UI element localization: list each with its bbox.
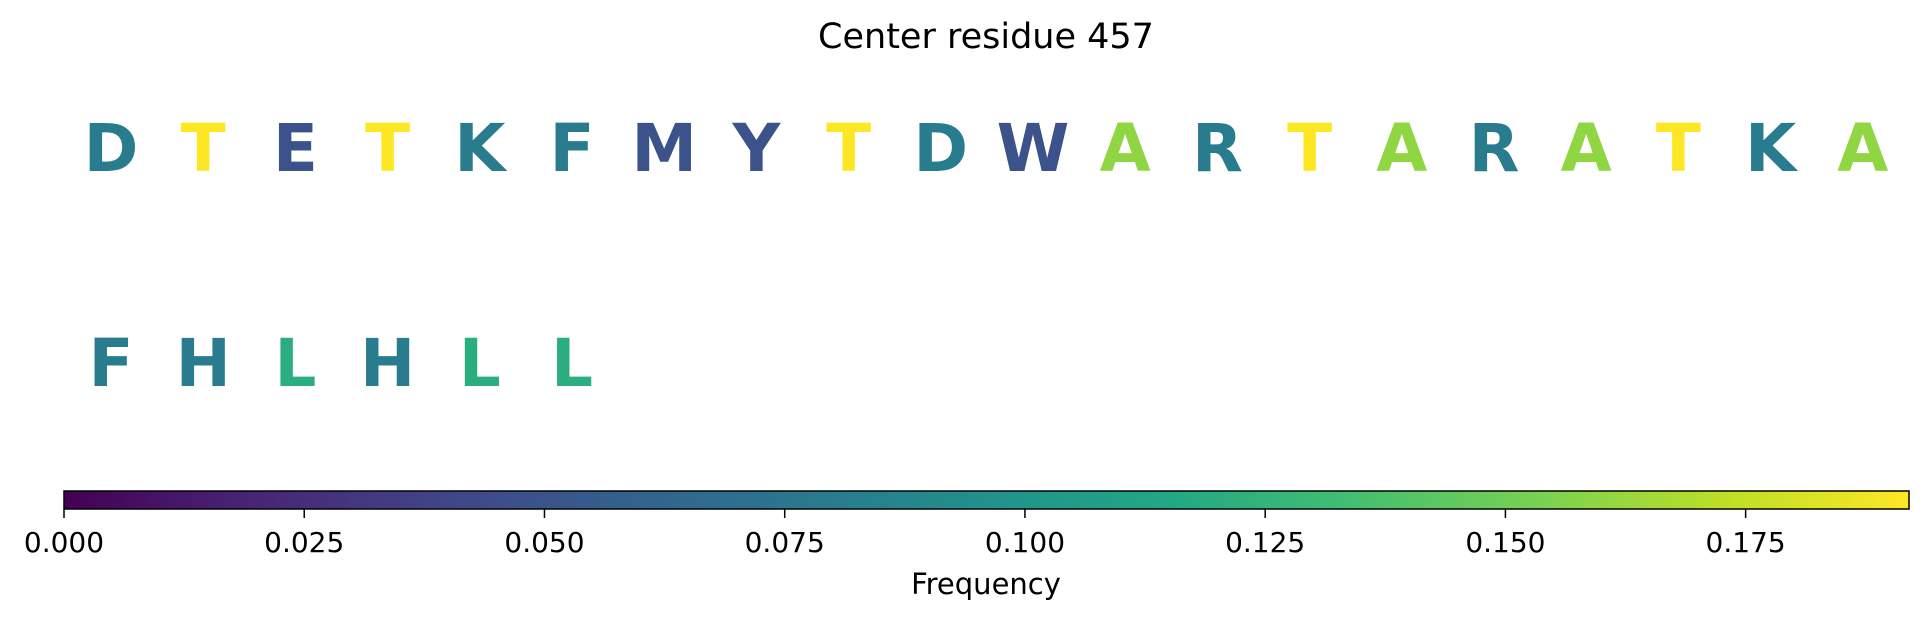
residue-letter: E (273, 110, 318, 187)
residue-letter: W (997, 110, 1070, 187)
residue-letter: D (84, 110, 139, 187)
residue-letter: L (274, 325, 316, 402)
colorbar (63, 490, 1910, 510)
residue-letter: K (1745, 110, 1799, 187)
colorbar-tick-label: 0.000 (24, 526, 104, 559)
colorbar-tick-label: 0.075 (745, 526, 825, 559)
residue-letter: M (631, 110, 697, 187)
residue-letter: A (1376, 110, 1427, 187)
colorbar-tick-label: 0.175 (1706, 526, 1786, 559)
chart-title: Center residue 457 (818, 17, 1154, 57)
residue-letter: D (913, 110, 968, 187)
colorbar-tick-label: 0.025 (264, 526, 344, 559)
residue-letter: A (1837, 110, 1888, 187)
colorbar-tick-label: 0.125 (1225, 526, 1305, 559)
residue-letter: T (1656, 110, 1701, 187)
colorbar-tick-label: 0.100 (985, 526, 1065, 559)
residue-letter: A (1561, 110, 1612, 187)
sequence-letters: D T E T K F M Y T D W A R T A R A T K AF H L H L L (84, 110, 1889, 402)
colorbar-tick-label: 0.150 (1465, 526, 1545, 559)
residue-letter: T (1287, 110, 1332, 187)
residue-letter: T (826, 110, 871, 187)
residue-letter: R (1192, 110, 1243, 187)
colorbar-ticks: 0.000 0.025 0.050 0.075 0.100 0.125 0.150 0.175 (24, 509, 1786, 559)
colorbar-label: Frequency (911, 567, 1061, 601)
residue-letter: F (549, 110, 594, 187)
residue-letter: H (360, 325, 415, 402)
residue-letter: Y (732, 110, 782, 187)
residue-letter: H (176, 325, 231, 402)
residue-letter: T (365, 110, 410, 187)
residue-letter: L (551, 325, 593, 402)
residue-letter: K (454, 110, 508, 187)
residue-letter: T (181, 110, 226, 187)
residue-letter: L (459, 325, 501, 402)
residue-letter: A (1100, 110, 1151, 187)
residue-letter: R (1469, 110, 1520, 187)
residue-letter: F (88, 325, 133, 402)
colorbar-tick-label: 0.050 (504, 526, 584, 559)
